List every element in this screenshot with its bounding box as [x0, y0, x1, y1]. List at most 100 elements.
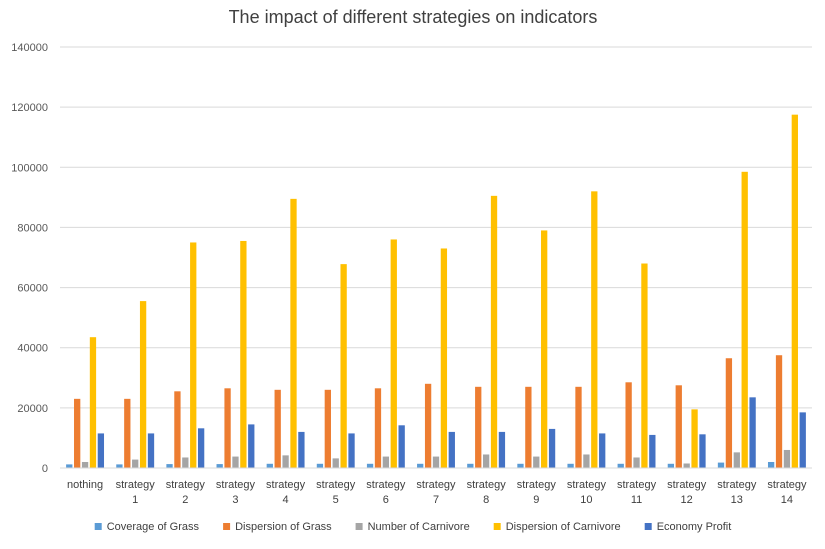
- legend-label: Coverage of Grass: [107, 521, 200, 533]
- x-category-label: strategy 13: [717, 479, 757, 506]
- x-category-label: strategy 9: [517, 479, 557, 506]
- bar: [197, 428, 205, 468]
- legend-item: Coverage of Grass: [94, 521, 200, 533]
- legend-label: Economy Profit: [657, 521, 732, 533]
- bar: [240, 240, 247, 468]
- bar: [274, 389, 281, 468]
- bar: [290, 198, 297, 469]
- bar: [332, 458, 339, 468]
- bar: [448, 431, 455, 468]
- bar: [316, 463, 324, 468]
- bar: [81, 461, 89, 468]
- x-category-label: strategy 11: [617, 479, 657, 506]
- legend-swatch: [223, 523, 231, 530]
- bar: [717, 462, 725, 468]
- legend-label: Dispersion of Grass: [235, 521, 332, 533]
- y-tick-label: 40000: [17, 343, 48, 355]
- bar: [182, 457, 189, 468]
- bar: [749, 397, 756, 468]
- bar: [767, 461, 775, 468]
- bar: [366, 463, 374, 468]
- bar: [398, 425, 405, 468]
- bar: [525, 386, 532, 468]
- bar: [548, 428, 556, 468]
- bar: [132, 459, 139, 468]
- legend-item: Dispersion of Grass: [223, 521, 332, 533]
- bar: [440, 248, 448, 468]
- bar: [382, 456, 390, 468]
- bar: [490, 195, 498, 468]
- bar: [66, 464, 73, 468]
- bar: [498, 431, 506, 468]
- bar: [97, 433, 105, 468]
- bar: [116, 464, 123, 468]
- bar: [649, 434, 656, 468]
- bar: [533, 456, 540, 468]
- y-tick-label: 0: [42, 463, 48, 475]
- bar: [324, 389, 331, 468]
- y-axis-tick-labels: 0 20000 40000 60000 80000 100000 120000 140000: [11, 42, 48, 475]
- bar: [475, 386, 482, 468]
- bar: [190, 242, 197, 468]
- legend-item: Number of Carnivore: [355, 521, 470, 533]
- bar: [625, 382, 632, 468]
- bar: [482, 454, 490, 468]
- bars: [66, 114, 806, 469]
- x-category-label: strategy 2: [166, 479, 206, 506]
- x-category-label: strategy 12: [667, 479, 707, 506]
- bar: [166, 464, 173, 468]
- x-category-label: strategy 3: [216, 479, 256, 506]
- x-category-label: strategy 4: [266, 479, 306, 506]
- legend: Coverage of Grass Dispersion of Grass Numb…: [94, 521, 732, 533]
- x-axis-category-labels: nothing strategy 1 strategy 2 strategy 3 strate…: [67, 479, 807, 506]
- bar: [216, 464, 223, 468]
- bar: [224, 388, 231, 468]
- bar: [374, 388, 382, 468]
- bar: [733, 452, 740, 468]
- y-tick-label: 140000: [11, 42, 48, 54]
- x-category-label: strategy 7: [416, 479, 456, 506]
- bar: [775, 355, 783, 468]
- bar: [248, 424, 255, 468]
- bar: [89, 337, 97, 468]
- bar: [174, 391, 181, 468]
- x-category-label: strategy 8: [467, 479, 507, 506]
- bar: [266, 463, 273, 468]
- legend-swatch: [355, 523, 363, 530]
- legend-item: Economy Profit: [644, 521, 732, 533]
- bar: [139, 301, 147, 468]
- x-category-label: strategy 6: [366, 479, 406, 506]
- bar: [699, 434, 706, 468]
- bar: [517, 463, 524, 468]
- bar: [791, 114, 798, 468]
- bar: [591, 191, 598, 468]
- bar: [667, 463, 675, 468]
- bar: [124, 398, 131, 468]
- legend-swatch: [94, 523, 102, 530]
- bar: [467, 463, 474, 468]
- bar: [583, 454, 590, 468]
- bar: [340, 264, 347, 468]
- bar: [541, 230, 548, 468]
- x-category-label: strategy 5: [316, 479, 356, 506]
- bar: [147, 433, 155, 468]
- bar: [799, 412, 806, 468]
- bar: [675, 385, 682, 468]
- bar: [725, 358, 733, 468]
- legend-item: Dispersion of Carnivore: [493, 521, 621, 533]
- bar: [641, 263, 648, 468]
- bar: [390, 239, 397, 468]
- bar: [741, 171, 748, 469]
- y-tick-label: 60000: [17, 283, 48, 295]
- bar: [683, 463, 690, 468]
- legend-label: Number of Carnivore: [368, 521, 470, 533]
- y-tick-label: 100000: [11, 162, 48, 174]
- x-category-label: strategy 1: [116, 479, 156, 506]
- legend-swatch: [644, 523, 652, 530]
- y-tick-label: 20000: [17, 403, 48, 415]
- bar: [424, 383, 432, 468]
- bar: [417, 463, 424, 468]
- y-tick-label: 120000: [11, 102, 48, 114]
- x-category-label: strategy 14: [767, 479, 807, 506]
